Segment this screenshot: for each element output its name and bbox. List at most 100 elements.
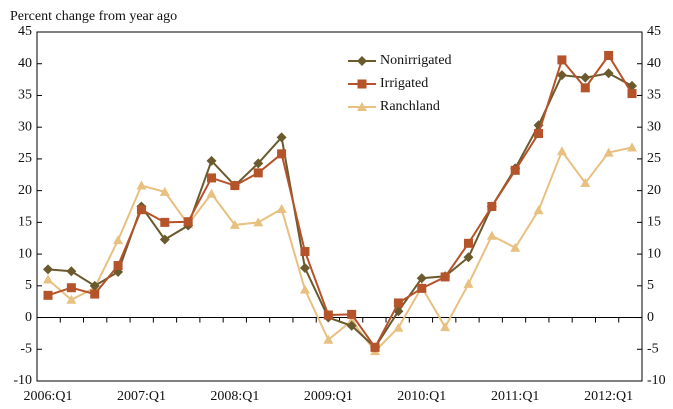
point (393, 298, 403, 308)
point (66, 294, 77, 304)
point (300, 247, 310, 257)
point (557, 55, 567, 65)
point (230, 181, 240, 191)
point (604, 50, 614, 60)
point (534, 129, 544, 139)
point (370, 342, 380, 352)
y2-tick-label: 30 (647, 119, 661, 134)
y2-tick-label: 35 (647, 88, 661, 103)
x-tick-label: 2008:Q1 (210, 389, 259, 404)
x-tick-label: 2007:Q1 (117, 389, 166, 404)
legend-label: Nonirrigated (380, 53, 452, 68)
point (206, 155, 217, 166)
point (299, 284, 310, 294)
point (159, 234, 170, 245)
point (627, 142, 637, 152)
point (66, 266, 77, 277)
point (276, 204, 287, 214)
point (463, 238, 473, 248)
y-tick-label: 40 (18, 56, 32, 71)
y2-tick-label: -10 (647, 373, 666, 388)
legend-marker (357, 102, 367, 111)
y-tick-label: 35 (18, 88, 32, 103)
y-tick-label: 45 (18, 24, 32, 39)
point (160, 217, 170, 227)
point (136, 205, 146, 215)
y2-tick-label: 0 (647, 310, 654, 325)
point (580, 178, 591, 188)
y2-tick-label: -5 (647, 341, 659, 356)
y2-tick-label: 40 (647, 56, 661, 71)
point (580, 72, 591, 83)
point (603, 147, 614, 157)
y-tick-label: 20 (18, 183, 32, 198)
point (253, 168, 263, 178)
y2-tick-label: 25 (647, 151, 661, 166)
point (43, 290, 53, 300)
y-axis-label: Percent change from year ago (10, 9, 177, 24)
y-tick-label: -5 (20, 341, 32, 356)
x-tick-label: 2009:Q1 (304, 389, 353, 404)
y-tick-label: 30 (18, 119, 32, 134)
point (556, 146, 567, 156)
y2-tick-label: 20 (647, 183, 661, 198)
point (417, 283, 427, 293)
y2-tick-label: 10 (647, 246, 661, 261)
point (206, 188, 217, 198)
point (347, 309, 357, 319)
legend-marker (357, 79, 367, 89)
point (229, 219, 240, 229)
x-tick-label: 2010:Q1 (397, 389, 446, 404)
point (43, 274, 53, 284)
point (487, 202, 497, 211)
point (393, 322, 404, 332)
point (463, 252, 474, 263)
point (533, 205, 544, 215)
y-tick-label: 10 (18, 246, 32, 261)
y-tick-label: 0 (25, 310, 32, 325)
point (277, 149, 287, 159)
point (136, 180, 147, 190)
point (66, 283, 76, 293)
point (113, 235, 124, 245)
point (253, 217, 264, 227)
point (510, 242, 521, 252)
point (113, 261, 123, 271)
point (463, 278, 474, 288)
point (183, 217, 193, 227)
y2-tick-label: 15 (647, 215, 661, 230)
x-tick-label: 2006:Q1 (24, 389, 73, 404)
point (90, 289, 100, 299)
point (440, 322, 451, 332)
legend-label: Irrigated (380, 76, 428, 91)
y-tick-label: 25 (18, 151, 32, 166)
plot-frame (36, 31, 643, 382)
point (440, 272, 450, 282)
y-tick-label: 5 (25, 278, 32, 293)
point (486, 230, 497, 240)
point (299, 263, 310, 274)
point (253, 158, 264, 169)
point (323, 334, 334, 344)
legend-marker (357, 56, 367, 66)
point (323, 310, 333, 320)
point (346, 320, 357, 331)
x-tick-label: 2011:Q1 (491, 389, 539, 404)
y2-tick-label: 5 (647, 278, 654, 293)
legend-label: Ranchland (380, 99, 440, 114)
y-tick-label: 15 (18, 215, 32, 230)
point (43, 264, 53, 275)
point (346, 315, 357, 325)
point (627, 89, 637, 99)
point (207, 173, 217, 183)
point (416, 273, 427, 284)
point (276, 132, 287, 143)
y2-tick-label: 45 (647, 24, 661, 39)
point (510, 165, 520, 175)
y-tick-label: -10 (13, 373, 32, 388)
x-tick-label: 2012:Q1 (584, 389, 633, 404)
point (159, 186, 170, 196)
point (580, 83, 590, 93)
point (603, 68, 614, 79)
series-line (47, 146, 633, 353)
